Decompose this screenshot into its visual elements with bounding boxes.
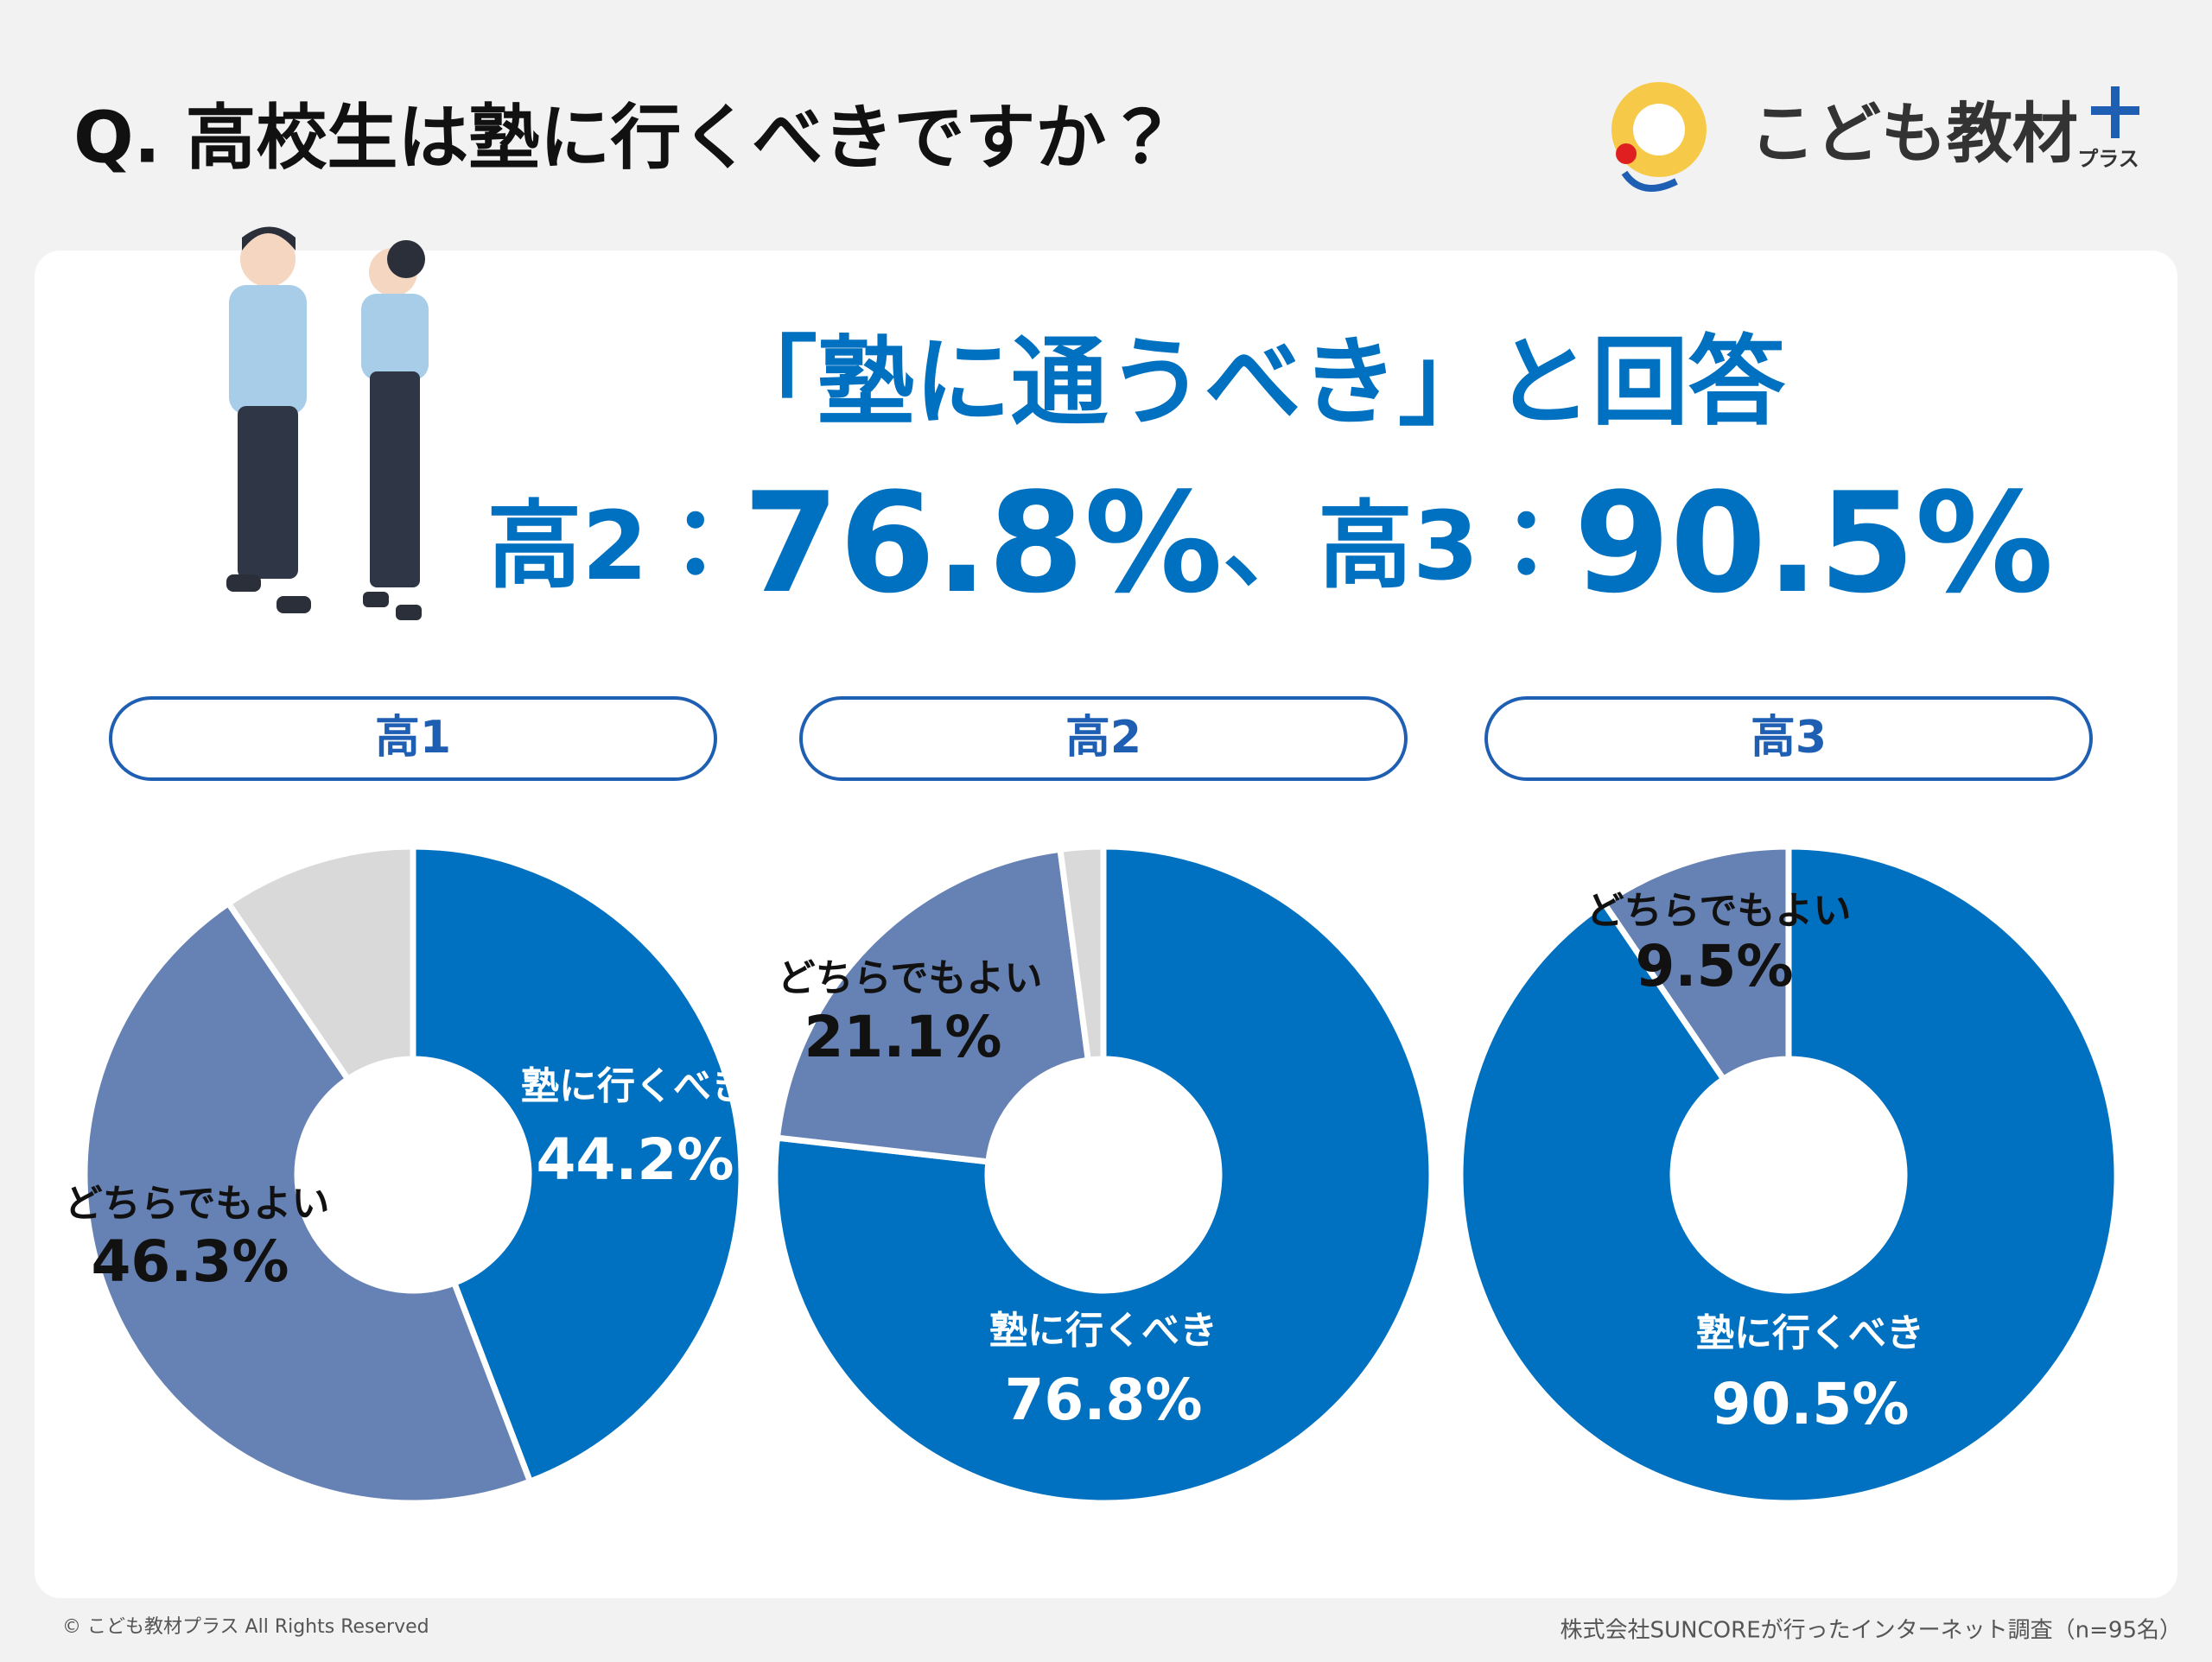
donut-slice [1457, 843, 2120, 1507]
slice-category-label: どちらでもよい [1586, 889, 1852, 933]
slice-category-label: 塾に行くべき [1696, 1311, 1924, 1355]
slice-category-label: どちらでもよい [65, 1182, 330, 1226]
slice-category-label: 塾に行くべき [989, 1309, 1217, 1353]
highlight-part: 76.8% [743, 462, 1223, 624]
panel-title-pill [109, 696, 717, 781]
slice-value-label: 21.1% [804, 1004, 1002, 1070]
slice-category-label: どちらでもよい [778, 956, 1043, 1000]
slice-value-label: 9.5% [1635, 933, 1793, 999]
donut-slice [1057, 843, 1107, 1064]
donut-slice [410, 843, 745, 1486]
copyright: © こども教材プラス All Rights Reserved [62, 1616, 429, 1638]
highlight-figures: 高2：76.8%、高3：90.5% [486, 462, 2053, 624]
panel-title: 高3 [1751, 712, 1827, 764]
page-title: Q. 高校生は塾に行くべきですか？ [73, 97, 1177, 179]
highlight-heading: 「塾に通うべき」と回答 [721, 327, 1786, 439]
source-note: 株式会社SUNCOREが行ったインターネット調査（n=95名） [1560, 1618, 2182, 1644]
slice-value-label: 76.8% [1005, 1367, 1203, 1433]
donut-slice [224, 843, 416, 1084]
donut-slice [81, 898, 534, 1507]
slice-category-label: 塾に行くべき [521, 1064, 749, 1108]
highlight-part: 高2： [486, 491, 743, 601]
logo: こども教材 プラス [1611, 82, 2139, 192]
slice-value-label: 46.3% [92, 1228, 289, 1295]
highlight-part: 90.5% [1574, 462, 2054, 624]
slice-value-label: 90.5% [1712, 1371, 1910, 1437]
panel-title: 高2 [1065, 712, 1141, 764]
panel-title: 高1 [375, 712, 451, 764]
panel-title-pill [1484, 696, 2093, 781]
highlight-part: 、高3： [1223, 491, 1574, 601]
logo-sub: プラス [2077, 147, 2139, 171]
panel-title-pill [799, 696, 1408, 781]
donut-slice [773, 846, 1092, 1165]
people-illustration [226, 226, 429, 620]
logo-text: こども教材 [1750, 95, 2078, 172]
donut-slice [772, 843, 1435, 1507]
slice-value-label: 44.2% [537, 1126, 734, 1193]
donut-slice [1599, 843, 1792, 1084]
